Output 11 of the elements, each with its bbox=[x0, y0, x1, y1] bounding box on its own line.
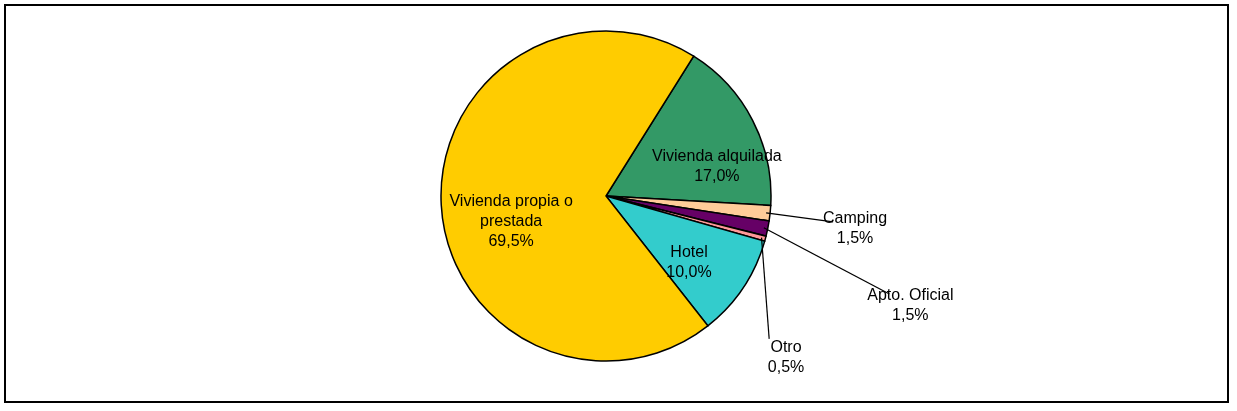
data-label: 1,5% bbox=[892, 305, 929, 323]
data-label: 69,5% bbox=[488, 232, 534, 249]
slice-label: Vivienda propia o prestada bbox=[449, 192, 573, 229]
data-label: 17,0% bbox=[694, 166, 740, 184]
slice-label: Otro bbox=[770, 338, 802, 356]
data-label: 1,5% bbox=[836, 228, 874, 246]
data-label: 0,5% bbox=[767, 358, 805, 376]
slice-label: Hotel bbox=[670, 242, 708, 260]
slice-label: Camping bbox=[823, 208, 888, 226]
data-label: 10,0% bbox=[666, 262, 712, 280]
slice-label: Apto. Oficial bbox=[867, 285, 954, 303]
